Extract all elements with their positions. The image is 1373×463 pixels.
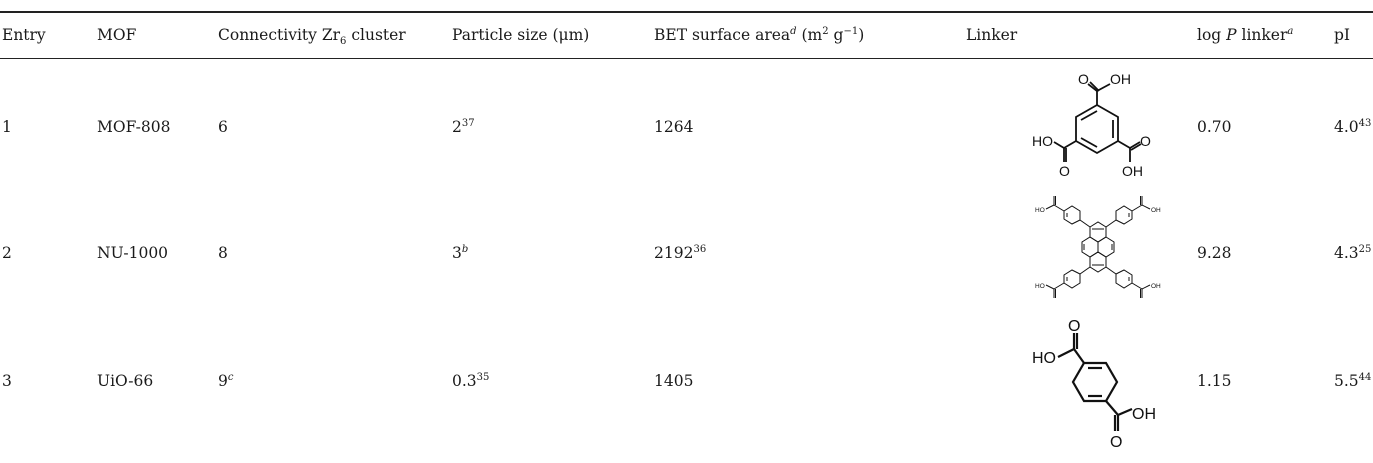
header-bet-surface-area: BET surface aread (m2 g−1) bbox=[654, 25, 865, 44]
linker-label: O bbox=[1059, 163, 1070, 179]
cell-entry: 3 bbox=[2, 372, 12, 390]
cell-connectivity: 8 bbox=[218, 244, 228, 262]
cell-mof: UiO-66 bbox=[97, 372, 154, 390]
cell-log-p: 9.28 bbox=[1197, 244, 1232, 262]
table-top-rule bbox=[0, 11, 1373, 13]
header-entry: Entry bbox=[2, 26, 46, 44]
cell-pi: 4.043 bbox=[1334, 117, 1372, 136]
cell-mof: NU-1000 bbox=[97, 244, 169, 262]
header-pi: pI bbox=[1334, 26, 1351, 44]
header-mof: MOF bbox=[97, 26, 137, 44]
cell-log-p: 1.15 bbox=[1197, 372, 1232, 390]
header-linker: Linker bbox=[966, 26, 1018, 44]
linker-label: OH bbox=[1132, 406, 1156, 423]
header-connectivity: Connectivity Zr6 cluster bbox=[218, 26, 406, 48]
linker-label: O bbox=[1078, 71, 1089, 87]
cell-bet: 219236 bbox=[654, 243, 707, 262]
linker-label: OH bbox=[1151, 207, 1161, 214]
linker-label: HO bbox=[1035, 283, 1045, 290]
linker-label: O bbox=[1140, 133, 1151, 149]
linker-label: O bbox=[1110, 434, 1122, 451]
cell-particle-size: 3b bbox=[452, 243, 469, 262]
table-header-rule bbox=[0, 58, 1373, 59]
cell-particle-size: 237 bbox=[452, 117, 475, 136]
linker-label: HO bbox=[1032, 133, 1053, 149]
cell-entry: 2 bbox=[2, 244, 12, 262]
header-particle-size: Particle size (μm) bbox=[452, 26, 590, 44]
cell-connectivity: 6 bbox=[218, 118, 228, 136]
cell-bet: 1264 bbox=[654, 118, 694, 136]
linker-label: OH bbox=[1122, 163, 1143, 179]
pyrene-tetrabenzoate-structure: HO OH HO OH bbox=[1035, 196, 1161, 298]
linker-label: OH bbox=[1151, 283, 1161, 290]
linker-label: O bbox=[1068, 318, 1080, 335]
cell-bet: 1405 bbox=[654, 372, 694, 390]
cell-particle-size: 0.335 bbox=[452, 371, 490, 390]
terephthalic-acid-structure: O HO OH O bbox=[1032, 318, 1156, 451]
cell-log-p: 0.70 bbox=[1197, 118, 1232, 136]
cell-pi: 5.544 bbox=[1334, 371, 1372, 390]
cell-connectivity: 9c bbox=[218, 371, 234, 390]
cell-pi: 4.325 bbox=[1334, 243, 1372, 262]
linker-label: HO bbox=[1032, 350, 1056, 367]
trimesic-acid-structure: O OH HO O O OH bbox=[1032, 71, 1151, 179]
linker-label: OH bbox=[1110, 71, 1131, 87]
cell-mof: MOF-808 bbox=[97, 118, 171, 136]
linker-label: HO bbox=[1035, 207, 1045, 214]
header-log-p: log P linkera bbox=[1197, 25, 1294, 44]
cell-entry: 1 bbox=[2, 118, 12, 136]
